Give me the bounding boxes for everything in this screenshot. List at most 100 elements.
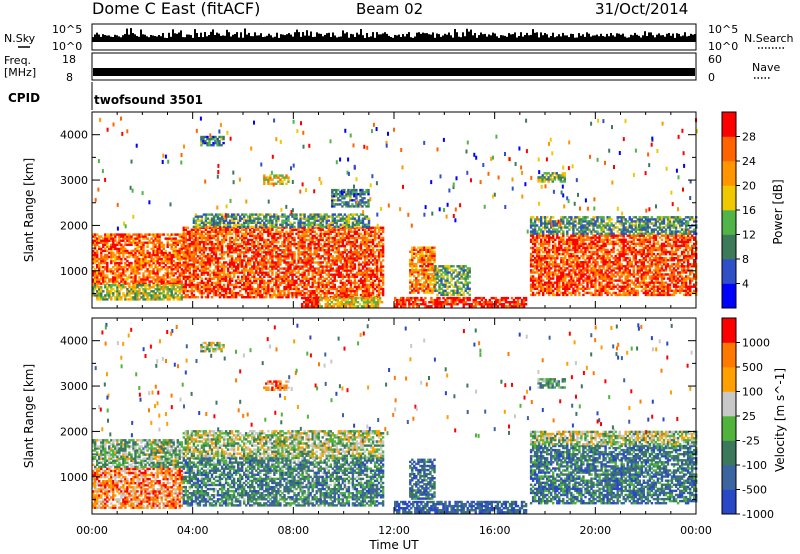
heatmap-cell — [404, 305, 406, 307]
heatmap-cell — [370, 272, 372, 274]
heatmap-cell — [128, 254, 130, 256]
heatmap-cell — [279, 227, 281, 229]
heatmap-cell — [332, 255, 334, 257]
heatmap-cell — [211, 296, 213, 298]
heatmap-cell — [102, 290, 104, 292]
heatmap-cell — [400, 301, 402, 303]
heatmap-cell — [370, 241, 372, 243]
heatmap-cell — [128, 298, 130, 300]
heatmap-cell — [305, 286, 307, 288]
heatmap-cell — [309, 261, 311, 263]
heatmap-cell — [249, 247, 251, 249]
heatmap-cell — [287, 257, 289, 259]
heatmap-cell — [158, 240, 160, 242]
heatmap-cell — [177, 244, 179, 246]
heatmap-cell — [293, 222, 295, 224]
heatmap-cell — [382, 269, 384, 271]
heatmap-cell — [416, 297, 418, 299]
heatmap-cell — [325, 305, 327, 307]
heatmap-cell — [446, 301, 448, 303]
heatmap-cell — [430, 305, 432, 307]
heatmap-cell — [370, 267, 372, 269]
heatmap-cell — [235, 282, 237, 284]
heatmap-cell — [249, 286, 251, 288]
heatmap-cell — [235, 247, 237, 249]
heatmap-cell — [431, 263, 433, 265]
heatmap-cell — [130, 244, 132, 246]
heatmap-cell — [279, 267, 281, 269]
heatmap-cell — [249, 213, 251, 215]
heatmap-cell — [106, 262, 108, 264]
heatmap-cell — [144, 278, 146, 280]
heatmap-cell — [152, 268, 154, 270]
heatmap-cell — [158, 258, 160, 260]
heatmap-cell — [356, 245, 358, 247]
heatmap-cell — [267, 239, 269, 241]
heatmap-cell — [279, 276, 281, 278]
heatmap-cell — [521, 305, 523, 307]
heatmap-cell — [416, 305, 418, 307]
heatmap-cell — [415, 283, 417, 285]
heatmap-cell — [326, 261, 328, 263]
heatmap-cell — [408, 305, 410, 307]
heatmap-cell — [366, 215, 368, 217]
heatmap-cell — [314, 231, 316, 233]
heatmap-cell — [356, 257, 358, 259]
heatmap-cell — [104, 278, 106, 280]
heatmap-cell — [326, 278, 328, 280]
heatmap-cell — [350, 280, 352, 282]
date-label: 31/Oct/2014 — [595, 0, 688, 18]
heatmap-cell — [219, 296, 221, 298]
heatmap-cell — [382, 247, 384, 249]
heatmap-cell — [309, 241, 311, 243]
heatmap-cell — [356, 241, 358, 243]
heatmap-cell — [370, 251, 372, 253]
heatmap-cell — [277, 286, 279, 288]
nave-tick-top: 60 — [708, 53, 722, 66]
heatmap-cell — [346, 249, 348, 251]
heatmap-cell — [382, 251, 384, 253]
heatmap-cell — [158, 290, 160, 292]
heatmap-cell — [370, 276, 372, 278]
heatmap-cell — [368, 222, 370, 224]
heatmap-cell — [330, 233, 332, 235]
heatmap-cell — [341, 305, 343, 307]
heatmap-cell — [355, 297, 357, 299]
heatmap-cell — [106, 264, 108, 266]
heatmap-cell — [415, 253, 417, 255]
heatmap-cell — [193, 294, 195, 296]
heatmap-cell — [382, 276, 384, 278]
heatmap-cell — [287, 296, 289, 298]
heatmap-cell — [491, 301, 493, 303]
heatmap-cell — [205, 290, 207, 292]
heatmap-cell — [265, 247, 267, 249]
heatmap-cell — [295, 282, 297, 284]
nsearch-label: N.Search — [744, 32, 794, 45]
heatmap-cell — [205, 237, 207, 239]
heatmap-cell — [277, 218, 279, 220]
heatmap-cell — [175, 272, 177, 274]
heatmap-cell — [249, 222, 251, 224]
heatmap-cell — [122, 254, 124, 256]
heatmap-cell — [201, 296, 203, 298]
heatmap-cell — [309, 301, 311, 303]
heatmap-cell — [357, 305, 359, 307]
heatmap-cell — [446, 297, 448, 299]
heatmap-cell — [431, 259, 433, 261]
heatmap-cell — [371, 305, 373, 307]
heatmap-cell — [128, 290, 130, 292]
heatmap-cell — [265, 213, 267, 215]
heatmap-cell — [158, 278, 160, 280]
heatmap-cell — [463, 305, 465, 307]
heatmap-cell — [140, 268, 142, 270]
cpid-label: CPID — [8, 91, 40, 105]
heatmap-cell — [98, 278, 100, 280]
heatmap-cell — [144, 258, 146, 260]
heatmap-cell — [263, 280, 265, 282]
heatmap-cell — [309, 290, 311, 292]
heatmap-cell — [309, 213, 311, 215]
heatmap-cell — [355, 305, 357, 307]
heatmap-cell — [340, 282, 342, 284]
heatmap-cell — [295, 286, 297, 288]
heatmap-cell — [255, 257, 257, 259]
